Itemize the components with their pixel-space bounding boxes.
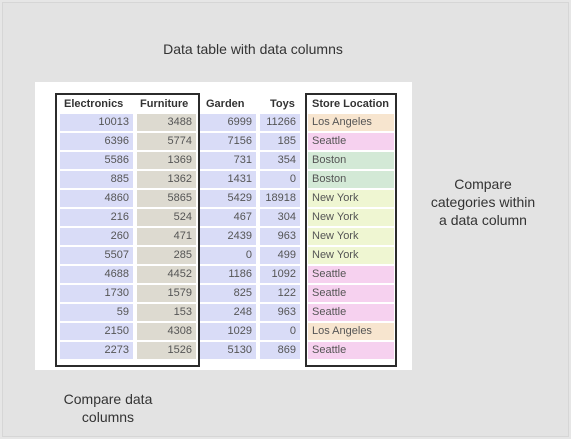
table-cell-toys: 354 (260, 152, 300, 169)
table-cell-garden: 248 (200, 304, 256, 321)
table-cell-electronics: 4860 (60, 190, 133, 207)
table-cell-toys: 1092 (260, 266, 300, 283)
table-cell-furniture: 1369 (137, 152, 196, 169)
table-cell-store-location: Seattle (308, 285, 394, 302)
table-cell-store-location: Los Angeles (308, 114, 394, 131)
table-cell-furniture: 5865 (137, 190, 196, 207)
table-cell-toys: 499 (260, 247, 300, 264)
column-header-electronics: Electronics (64, 98, 124, 110)
table-cell-toys: 185 (260, 133, 300, 150)
table-cell-garden: 825 (200, 285, 256, 302)
table-cell-electronics: 260 (60, 228, 133, 245)
table-cell-furniture: 4308 (137, 323, 196, 340)
data-table-panel: Electronics Furniture Garden Toys Store Loca… (35, 82, 412, 370)
table-cell-garden: 6999 (200, 114, 256, 131)
table-cell-toys: 869 (260, 342, 300, 359)
table-cell-garden: 1186 (200, 266, 256, 283)
table-cell-store-location: Boston (308, 171, 394, 188)
table-cell-furniture: 1362 (137, 171, 196, 188)
table-cell-store-location: Seattle (308, 342, 394, 359)
table-cell-store-location: New York (308, 228, 394, 245)
column-header-furniture: Furniture (140, 98, 189, 110)
table-cell-garden: 731 (200, 152, 256, 169)
table-cell-toys: 304 (260, 209, 300, 226)
table-cell-store-location: Seattle (308, 266, 394, 283)
table-cell-electronics: 6396 (60, 133, 133, 150)
table-cell-garden: 7156 (200, 133, 256, 150)
table-cell-electronics: 2150 (60, 323, 133, 340)
table-cell-garden: 1431 (200, 171, 256, 188)
table-cell-store-location: New York (308, 190, 394, 207)
table-cell-electronics: 885 (60, 171, 133, 188)
table-cell-toys: 0 (260, 323, 300, 340)
table-cell-garden: 2439 (200, 228, 256, 245)
annotation-compare-categories: Compare categories within a data column (430, 176, 536, 228)
table-cell-electronics: 2273 (60, 342, 133, 359)
table-cell-electronics: 59 (60, 304, 133, 321)
table-cell-electronics: 10013 (60, 114, 133, 131)
table-cell-store-location: New York (308, 247, 394, 264)
table-cell-garden: 5130 (200, 342, 256, 359)
table-cell-electronics: 5586 (60, 152, 133, 169)
table-cell-store-location: New York (308, 209, 394, 226)
table-cell-store-location: Seattle (308, 133, 394, 150)
table-cell-toys: 18918 (260, 190, 300, 207)
table-cell-garden: 467 (200, 209, 256, 226)
table-cell-electronics: 5507 (60, 247, 133, 264)
table-cell-furniture: 5774 (137, 133, 196, 150)
table-cell-furniture: 4452 (137, 266, 196, 283)
table-cell-electronics: 1730 (60, 285, 133, 302)
table-cell-electronics: 4688 (60, 266, 133, 283)
table-cell-store-location: Seattle (308, 304, 394, 321)
table-cell-toys: 963 (260, 304, 300, 321)
column-header-store-location: Store Location (312, 98, 390, 110)
table-cell-furniture: 471 (137, 228, 196, 245)
table-cell-store-location: Boston (308, 152, 394, 169)
table-cell-furniture: 3488 (137, 114, 196, 131)
table-cell-toys: 11266 (260, 114, 300, 131)
annotation-compare-columns: Compare data columns (63, 391, 153, 425)
diagram-title: Data table with data columns (163, 41, 343, 57)
column-header-garden: Garden (206, 98, 245, 110)
table-cell-toys: 122 (260, 285, 300, 302)
table-cell-toys: 0 (260, 171, 300, 188)
table-cell-garden: 1029 (200, 323, 256, 340)
table-cell-electronics: 216 (60, 209, 133, 226)
table-cell-store-location: Los Angeles (308, 323, 394, 340)
table-cell-furniture: 153 (137, 304, 196, 321)
table-cell-furniture: 1579 (137, 285, 196, 302)
column-header-toys: Toys (270, 98, 295, 110)
table-cell-garden: 0 (200, 247, 256, 264)
table-cell-furniture: 285 (137, 247, 196, 264)
table-cell-furniture: 1526 (137, 342, 196, 359)
table-cell-furniture: 524 (137, 209, 196, 226)
table-cell-toys: 963 (260, 228, 300, 245)
table-cell-garden: 5429 (200, 190, 256, 207)
